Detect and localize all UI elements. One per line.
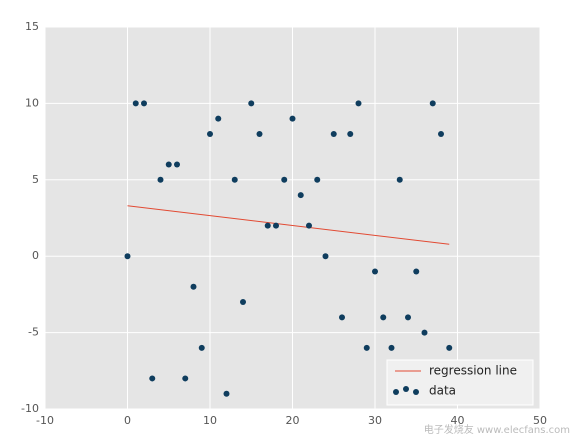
data-point bbox=[149, 375, 156, 382]
x-tick-label: -10 bbox=[36, 414, 54, 427]
y-tick-label: 15 bbox=[25, 20, 39, 33]
data-point bbox=[330, 130, 337, 137]
data-point bbox=[405, 314, 411, 321]
regression-line bbox=[127, 205, 450, 245]
y-tick-label: 0 bbox=[32, 249, 39, 262]
legend-box bbox=[386, 359, 534, 406]
y-tick-label: 5 bbox=[32, 173, 39, 186]
y-tick-label: 10 bbox=[25, 96, 39, 109]
x-tick-label: 0 bbox=[124, 414, 131, 427]
legend-label: regression line bbox=[429, 364, 517, 378]
data-point bbox=[438, 130, 444, 137]
legend-label: data bbox=[429, 384, 456, 398]
data-point bbox=[322, 253, 329, 260]
y-tick-label: -5 bbox=[28, 326, 39, 339]
data-point bbox=[273, 222, 279, 229]
data-point bbox=[182, 375, 189, 382]
legend: regression line data bbox=[386, 359, 534, 406]
data-point bbox=[157, 176, 164, 183]
data-point bbox=[429, 100, 436, 107]
legend-swatch bbox=[403, 386, 409, 392]
x-tick-label: 40 bbox=[451, 414, 465, 427]
data-point bbox=[190, 283, 197, 290]
data-point bbox=[223, 390, 230, 397]
data-point bbox=[141, 100, 147, 107]
x-tick-label: 20 bbox=[286, 414, 300, 427]
data-point bbox=[240, 299, 246, 306]
data-point bbox=[132, 100, 139, 107]
data-point bbox=[372, 268, 378, 275]
data-point bbox=[339, 314, 345, 321]
x-tick-label: 50 bbox=[533, 414, 547, 427]
data-point bbox=[297, 192, 304, 199]
data-point bbox=[281, 176, 288, 183]
data-point bbox=[413, 268, 420, 275]
data-point bbox=[256, 130, 263, 137]
data-point bbox=[289, 115, 296, 122]
data-point bbox=[198, 344, 205, 351]
y-tick-label: -10 bbox=[21, 402, 39, 415]
data-point bbox=[388, 344, 395, 351]
data-point bbox=[446, 344, 453, 351]
data-point bbox=[306, 222, 312, 229]
data-point bbox=[174, 161, 180, 168]
data-point bbox=[380, 314, 387, 321]
data-point bbox=[363, 344, 370, 351]
legend-swatch bbox=[393, 389, 399, 395]
data-point bbox=[207, 130, 213, 137]
data-point bbox=[264, 222, 271, 229]
data-point bbox=[396, 176, 403, 183]
x-tick-label: 10 bbox=[203, 414, 217, 427]
data-point bbox=[347, 130, 354, 137]
data-point bbox=[314, 176, 321, 183]
data-point bbox=[231, 176, 238, 183]
data-point bbox=[248, 100, 255, 107]
data-point bbox=[124, 253, 131, 260]
data-point bbox=[165, 161, 172, 168]
data-point bbox=[355, 100, 362, 107]
x-tick-label: 30 bbox=[368, 414, 382, 427]
legend-swatch bbox=[413, 389, 419, 395]
watermark: 电子发烧友 www.elecfans.com bbox=[424, 423, 570, 436]
data-point bbox=[421, 329, 428, 336]
data-point bbox=[215, 115, 222, 122]
